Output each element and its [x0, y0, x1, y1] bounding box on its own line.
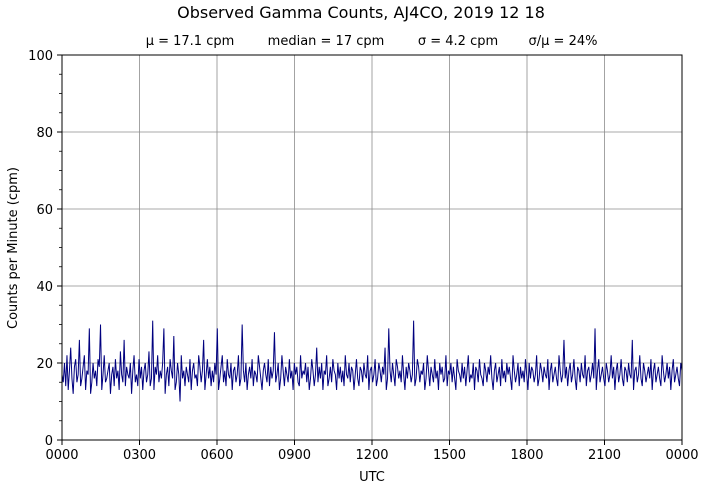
x-tick-label: 1200 — [355, 448, 388, 463]
chart-title: Observed Gamma Counts, AJ4CO, 2019 12 18 — [177, 3, 545, 22]
x-axis-label: UTC — [359, 470, 385, 485]
y-axis-label: Counts per Minute (cpm) — [6, 167, 21, 329]
x-tick-label: 0900 — [278, 448, 311, 463]
x-tick-label: 0000 — [45, 448, 78, 463]
x-tick-label: 2100 — [588, 448, 621, 463]
stat-relative-sigma: σ/μ = 24% — [529, 34, 598, 49]
x-tick-label: 1800 — [510, 448, 543, 463]
y-tick-label: 80 — [36, 126, 53, 141]
x-tick-label: 0300 — [123, 448, 156, 463]
x-tick-label: 0600 — [200, 448, 233, 463]
stat-sigma: σ = 4.2 cpm — [418, 34, 498, 49]
axis-ticks: 0000 0300 0600 0900 1200 1500 1800 2100 00000204… — [28, 49, 698, 463]
x-tick-label: 0000 — [665, 448, 698, 463]
grid-lines — [62, 55, 682, 440]
series-line — [61, 320, 683, 402]
stat-median: median = 17 cpm — [268, 34, 385, 49]
y-tick-label: 100 — [28, 49, 53, 64]
stat-mean: μ = 17.1 cpm — [146, 34, 235, 49]
y-tick-label: 0 — [45, 434, 53, 449]
series-group — [61, 320, 683, 402]
y-tick-label: 40 — [36, 280, 53, 295]
x-tick-label: 1500 — [433, 448, 466, 463]
y-tick-label: 20 — [36, 357, 53, 372]
chart-subtitle: μ = 17.1 cpm median = 17 cpm σ = 4.2 cpm… — [146, 34, 598, 49]
y-tick-label: 60 — [36, 203, 53, 218]
